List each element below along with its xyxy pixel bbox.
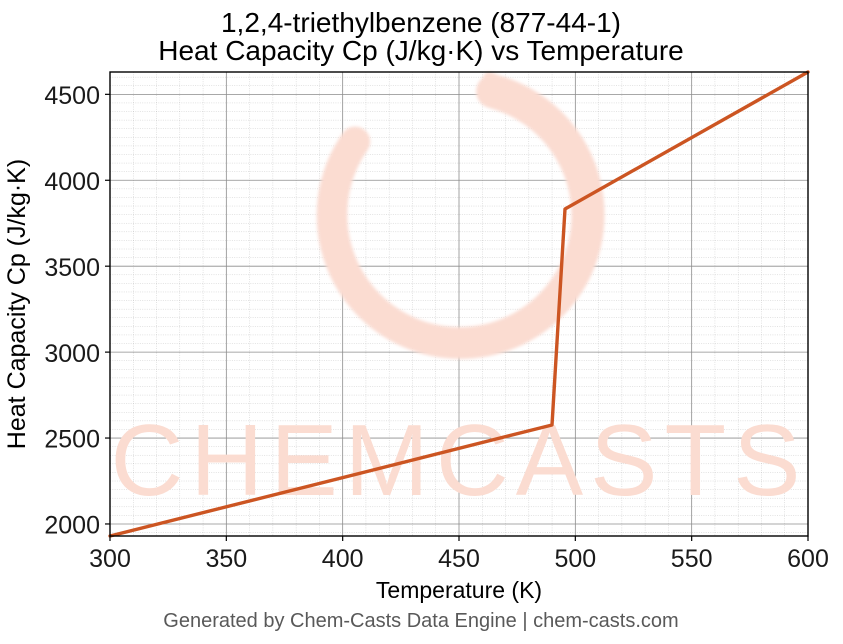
svg-text:2500: 2500 xyxy=(44,426,100,454)
svg-text:2000: 2000 xyxy=(44,512,100,540)
svg-text:300: 300 xyxy=(89,545,131,573)
svg-text:1,2,4-triethylbenzene (877-44-: 1,2,4-triethylbenzene (877-44-1) xyxy=(221,7,621,38)
svg-text:Temperature (K): Temperature (K) xyxy=(376,577,542,603)
svg-text:4500: 4500 xyxy=(44,82,100,110)
svg-text:500: 500 xyxy=(554,545,596,573)
svg-text:600: 600 xyxy=(787,545,829,573)
svg-text:3000: 3000 xyxy=(44,340,100,368)
svg-text:4000: 4000 xyxy=(44,168,100,196)
svg-text:Generated by Chem-Casts Data E: Generated by Chem-Casts Data Engine | ch… xyxy=(163,610,678,632)
svg-text:Heat Capacity Cp (J/kg·K): Heat Capacity Cp (J/kg·K) xyxy=(3,159,31,449)
svg-text:350: 350 xyxy=(205,545,247,573)
svg-text:3500: 3500 xyxy=(44,254,100,282)
svg-text:550: 550 xyxy=(671,545,713,573)
svg-text:450: 450 xyxy=(438,545,480,573)
svg-text:CHEMCASTS: CHEMCASTS xyxy=(110,405,807,517)
svg-text:Heat Capacity Cp (J/kg·K) vs T: Heat Capacity Cp (J/kg·K) vs Temperature xyxy=(158,35,683,66)
svg-text:400: 400 xyxy=(322,545,364,573)
